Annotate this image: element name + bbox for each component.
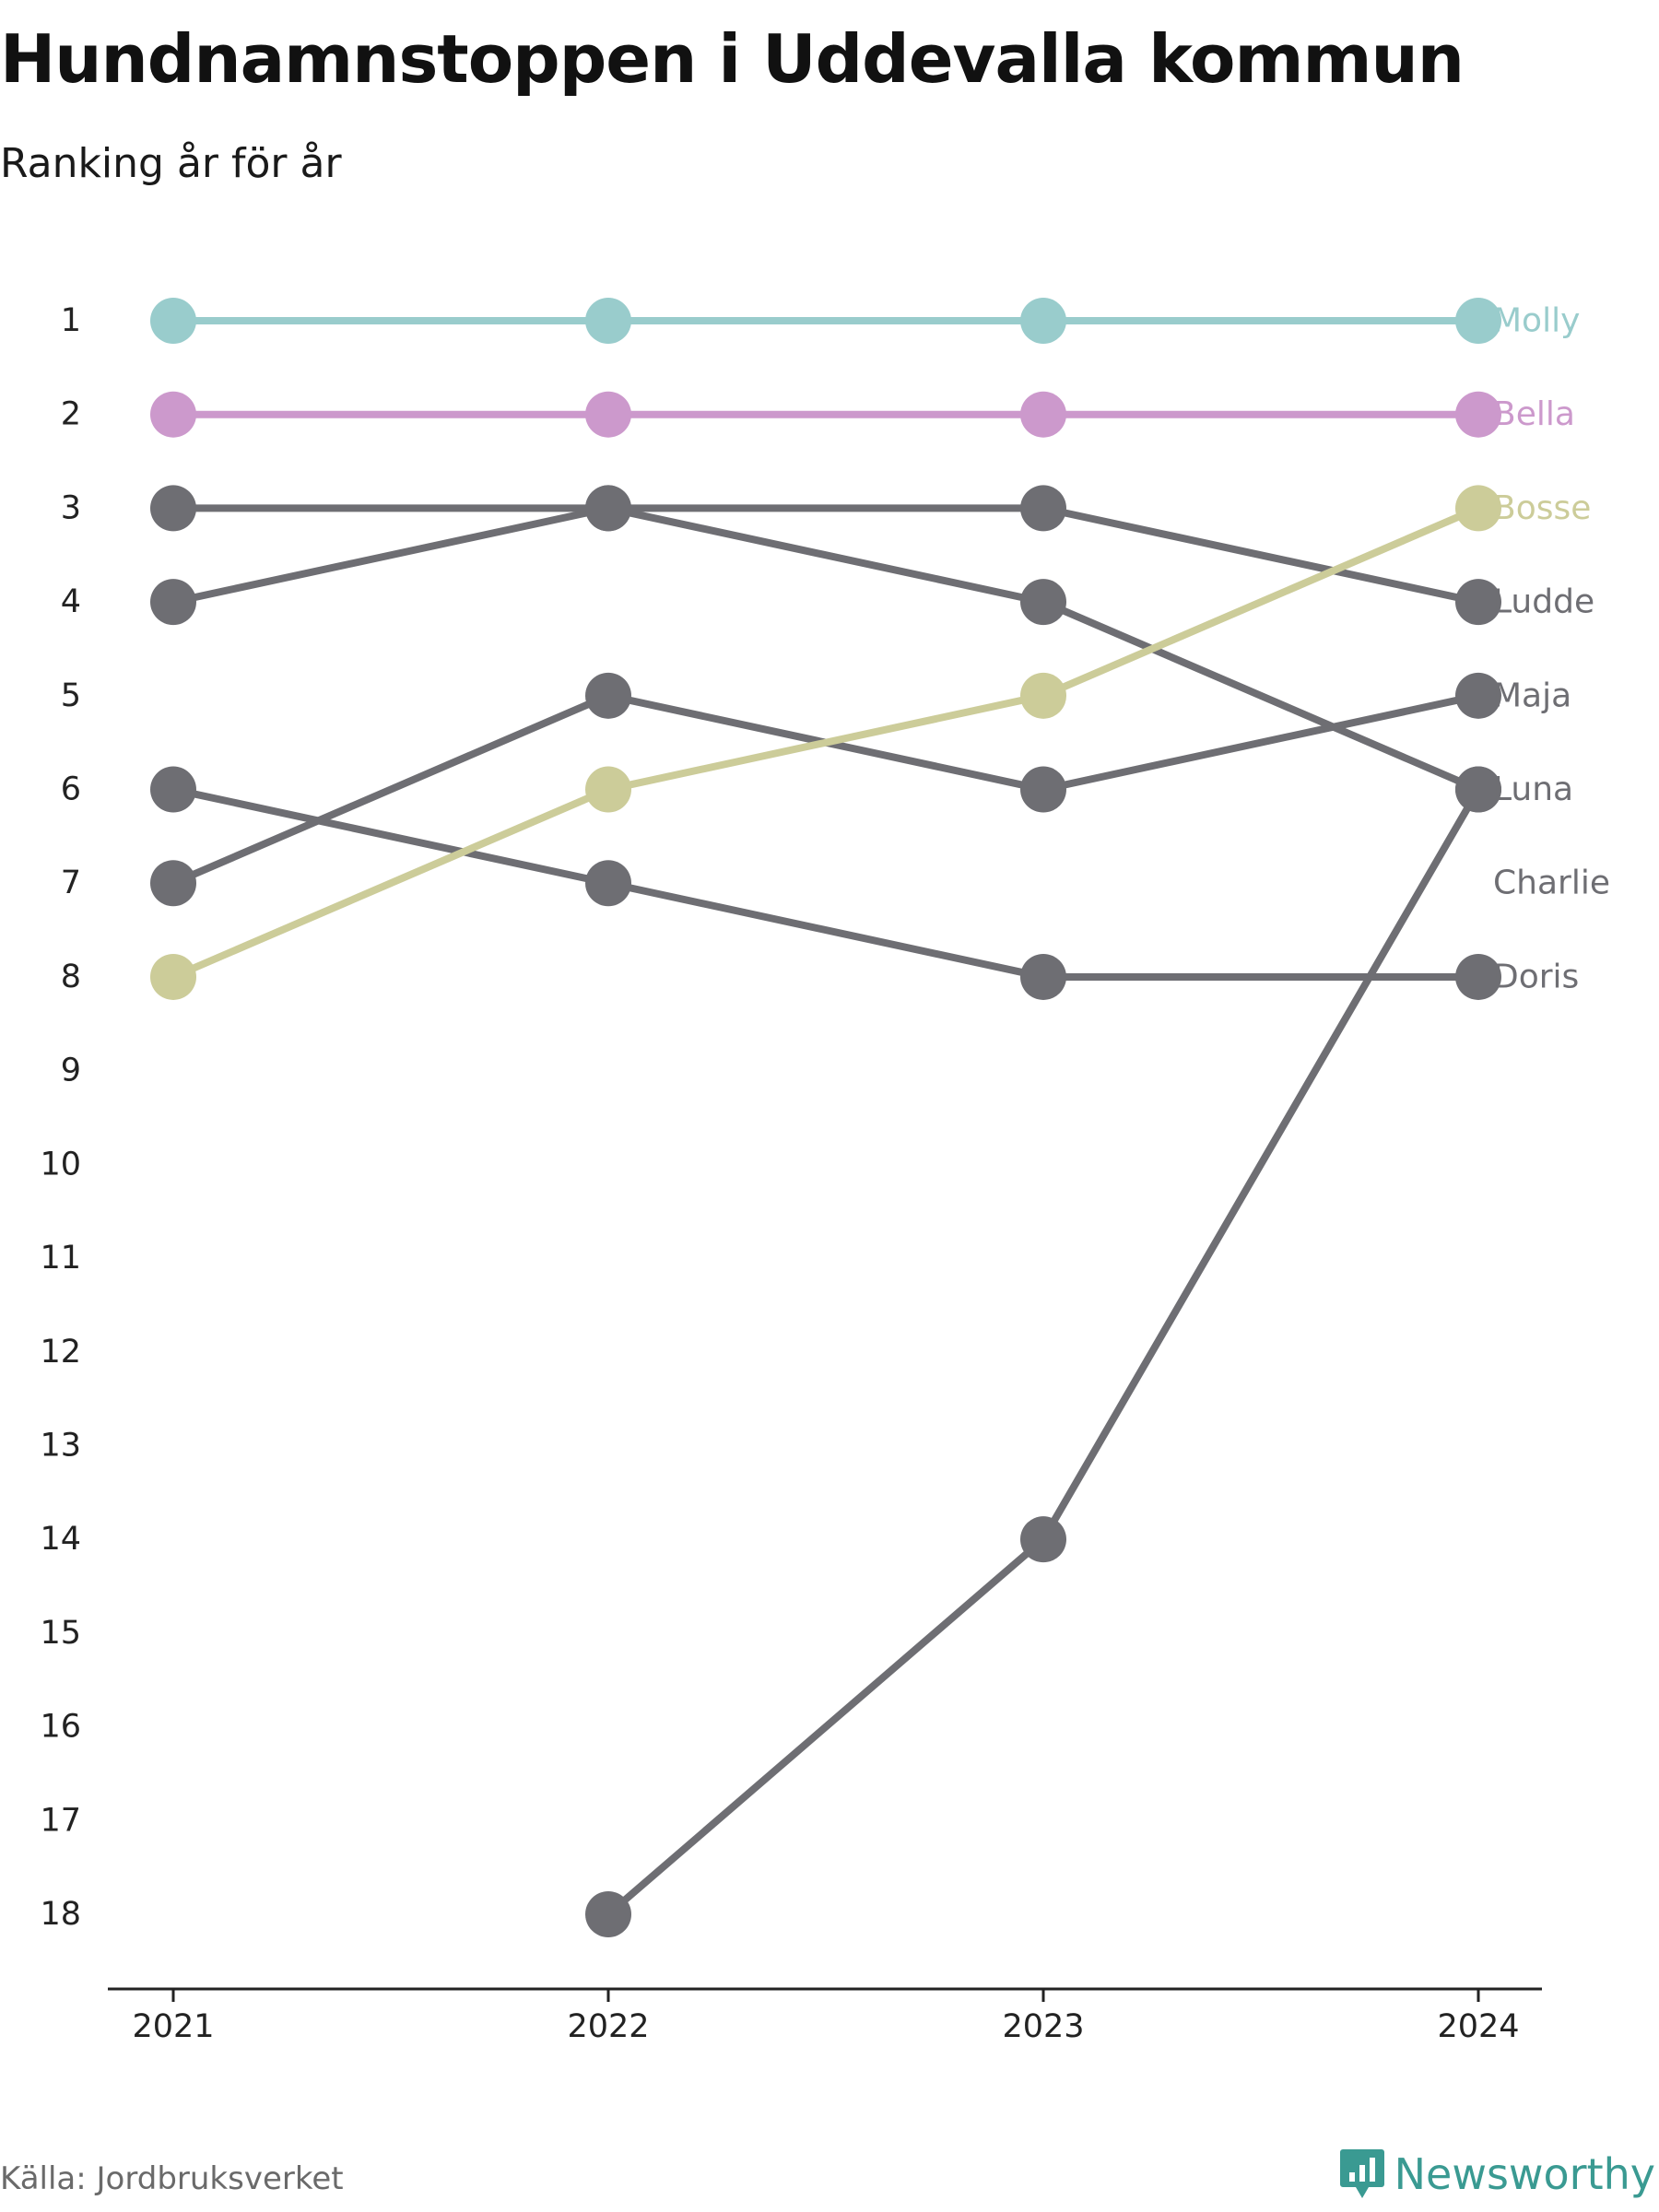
y-tick-label: 11	[40, 1240, 81, 1277]
y-tick-label: 5	[61, 677, 81, 714]
data-point	[1455, 298, 1501, 344]
data-point	[1020, 953, 1066, 1000]
data-point	[150, 860, 196, 907]
data-point	[150, 579, 196, 626]
data-point	[1455, 391, 1501, 438]
x-axis-ticks: 2021 2022 2023 2024	[132, 1989, 1520, 2045]
y-tick-label: 2	[61, 396, 81, 433]
y-tick-label: 18	[40, 1896, 81, 1933]
newsworthy-logo-icon	[1339, 2149, 1384, 2198]
series-end-label: Bosse	[1493, 489, 1591, 527]
data-point	[1020, 766, 1066, 813]
series-end-label: Maja	[1493, 677, 1571, 714]
series-lines	[170, 317, 1482, 1918]
series-end-label: Ludde	[1493, 583, 1594, 621]
data-point	[585, 298, 631, 344]
y-tick-label: 8	[61, 959, 81, 995]
series-end-label: Molly	[1493, 302, 1580, 340]
data-point	[1455, 485, 1501, 532]
y-tick-label: 4	[61, 583, 81, 620]
y-tick-label: 16	[40, 1709, 81, 1746]
chart-title: Hundnamnstoppen i Uddevalla kommun	[0, 20, 1465, 98]
x-tick-label: 2023	[1002, 2008, 1084, 2045]
y-tick-label: 10	[40, 1146, 81, 1182]
data-point	[585, 766, 631, 813]
data-point	[150, 298, 196, 344]
y-tick-label: 1	[61, 302, 81, 339]
y-tick-label: 13	[40, 1427, 81, 1464]
series-end-label: Doris	[1493, 958, 1579, 995]
x-tick-label: 2021	[132, 2008, 214, 2045]
brand-name: Newsworthy	[1394, 2149, 1655, 2199]
data-point	[1020, 579, 1066, 626]
y-tick-label: 6	[61, 771, 81, 808]
source-note: Källa: Jordbruksverket	[0, 2160, 344, 2197]
data-point	[1020, 298, 1066, 344]
series-end-label: Luna	[1493, 771, 1573, 808]
data-point	[585, 485, 631, 532]
data-point	[150, 953, 196, 1000]
data-point	[1020, 1516, 1066, 1563]
data-point	[150, 485, 196, 532]
y-tick-label: 14	[40, 1521, 81, 1558]
series-line	[170, 504, 1482, 794]
y-tick-label: 3	[61, 489, 81, 526]
y-tick-label: 9	[61, 1053, 81, 1089]
data-point	[585, 672, 631, 719]
series-end-label: Bella	[1493, 395, 1575, 433]
data-point	[585, 860, 631, 907]
series-line	[170, 785, 1482, 981]
data-point	[1455, 672, 1501, 719]
y-tick-label: 17	[40, 1802, 81, 1839]
series-end-label: Charlie	[1493, 865, 1610, 902]
data-point	[585, 1891, 631, 1937]
data-point	[585, 391, 631, 438]
x-tick-label: 2022	[567, 2008, 649, 2045]
data-point	[1020, 391, 1066, 438]
x-tick-label: 2024	[1437, 2008, 1519, 2045]
data-point	[150, 391, 196, 438]
data-point	[1020, 485, 1066, 532]
data-point	[1455, 953, 1501, 1000]
series-line	[170, 504, 1482, 606]
data-point	[1455, 766, 1501, 813]
y-tick-label: 7	[61, 865, 81, 901]
series-end-labels: Molly Bella Bosse Ludde Maja Luna Charlie Doris	[1493, 302, 1610, 996]
data-point	[150, 766, 196, 813]
y-tick-label: 15	[40, 1615, 81, 1652]
series-line	[170, 691, 1482, 888]
data-point	[1020, 672, 1066, 719]
data-point	[1455, 579, 1501, 626]
y-tick-label: 12	[40, 1334, 81, 1371]
chart-subtitle: Ranking år för år	[0, 140, 342, 187]
brand-logo: Newsworthy	[1339, 2147, 1655, 2201]
series-line	[170, 504, 1482, 981]
series-points	[150, 298, 1501, 1937]
